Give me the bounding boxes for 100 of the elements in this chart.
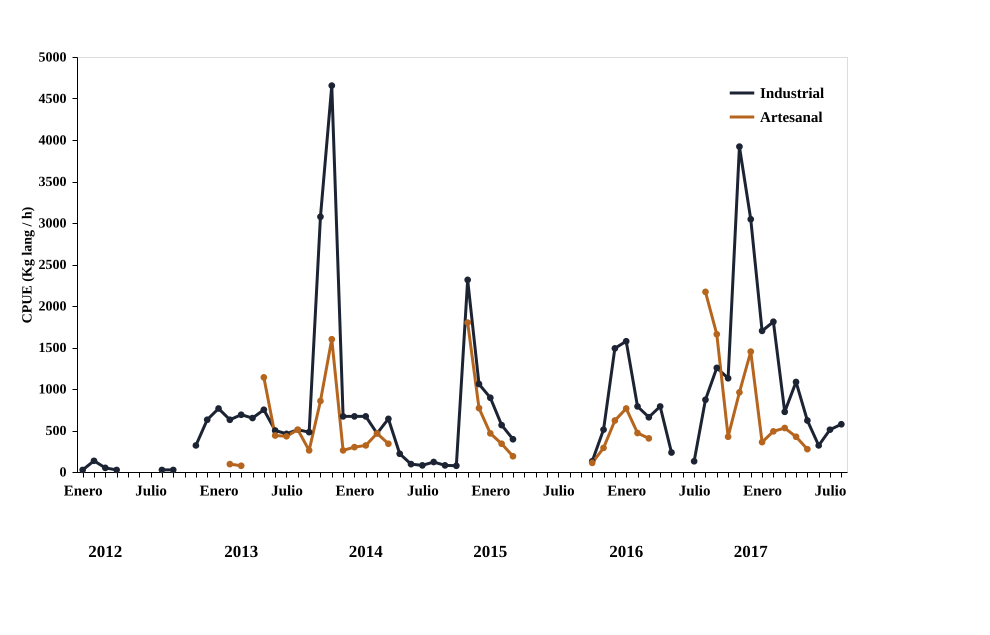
legend-label: Industrial <box>760 86 824 102</box>
point <box>396 450 404 458</box>
text: 2016 <box>609 542 644 561</box>
point <box>713 364 720 372</box>
y-tick-label: 2000 <box>38 300 66 314</box>
text: 2015 <box>473 542 508 561</box>
point <box>510 452 516 460</box>
point <box>113 466 120 474</box>
x-tick-label: Julio <box>135 484 167 500</box>
point <box>826 426 834 434</box>
point <box>340 413 346 420</box>
point <box>328 82 336 89</box>
point <box>328 336 336 343</box>
point <box>226 416 234 424</box>
point <box>317 213 324 220</box>
point <box>452 462 460 470</box>
point <box>362 442 370 449</box>
point <box>781 408 788 416</box>
y-tick-label: 5000 <box>38 50 66 66</box>
point <box>476 380 482 388</box>
point <box>408 460 414 468</box>
y-tick-label: 1500 <box>38 341 66 356</box>
point <box>645 414 652 421</box>
point <box>272 432 279 439</box>
point <box>770 318 777 326</box>
x-tick-label: Enero <box>64 484 103 500</box>
point <box>102 464 109 472</box>
text: 2012 <box>88 542 122 561</box>
point <box>306 447 312 454</box>
point <box>758 438 766 446</box>
point <box>792 378 800 386</box>
point <box>204 416 211 424</box>
point <box>419 462 426 469</box>
legend-label: Artesanal <box>760 110 822 126</box>
point <box>317 398 324 404</box>
x-tick-label: Enero <box>607 484 646 500</box>
point <box>815 442 822 449</box>
point <box>770 428 777 435</box>
point <box>656 403 664 410</box>
x-tick-label: Julio <box>814 484 846 500</box>
text: 2017 <box>734 542 768 561</box>
point <box>351 413 358 420</box>
x-tick-label: Enero <box>743 484 782 500</box>
point <box>702 288 709 296</box>
point <box>713 330 720 338</box>
point <box>340 447 346 454</box>
point <box>622 405 630 412</box>
point <box>430 458 438 466</box>
point <box>510 436 516 443</box>
point <box>226 460 234 468</box>
point <box>804 446 811 453</box>
point <box>804 417 811 424</box>
point <box>215 405 222 412</box>
point <box>838 420 845 428</box>
point <box>283 432 290 440</box>
point <box>600 426 607 434</box>
point <box>486 430 494 437</box>
point <box>634 430 641 436</box>
point <box>498 440 505 448</box>
y-tick-label: 0 <box>60 466 66 480</box>
point <box>385 440 392 448</box>
point <box>238 462 245 470</box>
point <box>612 344 618 352</box>
point <box>736 143 743 150</box>
point <box>260 406 268 414</box>
y-tick-label: 3000 <box>38 216 66 232</box>
point <box>90 457 98 464</box>
point <box>724 374 732 382</box>
x-tick-label: Julio <box>542 484 575 500</box>
point <box>622 338 630 345</box>
x-tick-label: Julio <box>407 484 439 500</box>
point <box>464 319 472 326</box>
y-tick-label: 3500 <box>38 175 66 190</box>
x-tick-label: Enero <box>200 484 238 500</box>
point <box>351 444 358 450</box>
point <box>249 414 256 422</box>
point <box>498 422 505 428</box>
point <box>792 433 800 440</box>
point <box>238 411 245 418</box>
point <box>645 435 652 442</box>
point <box>306 428 312 436</box>
point <box>747 348 754 355</box>
point <box>362 413 370 420</box>
y-tick-label: 4000 <box>38 134 66 148</box>
x-tick-label: Julio <box>271 484 303 500</box>
point <box>724 433 732 440</box>
point <box>385 416 392 422</box>
y-tick-label: 4500 <box>38 92 66 107</box>
point <box>486 394 494 402</box>
x-tick-label: Enero <box>335 484 374 500</box>
text: 2013 <box>224 542 258 561</box>
point <box>634 403 641 410</box>
y-axis-title: CPUE (Kg lang / h) <box>20 206 36 324</box>
point <box>702 396 709 404</box>
point <box>747 216 754 223</box>
y-tick-label: 500 <box>46 424 66 439</box>
x-tick-label: Enero <box>471 484 510 500</box>
point <box>192 442 200 449</box>
point <box>736 388 743 396</box>
point <box>476 404 482 412</box>
